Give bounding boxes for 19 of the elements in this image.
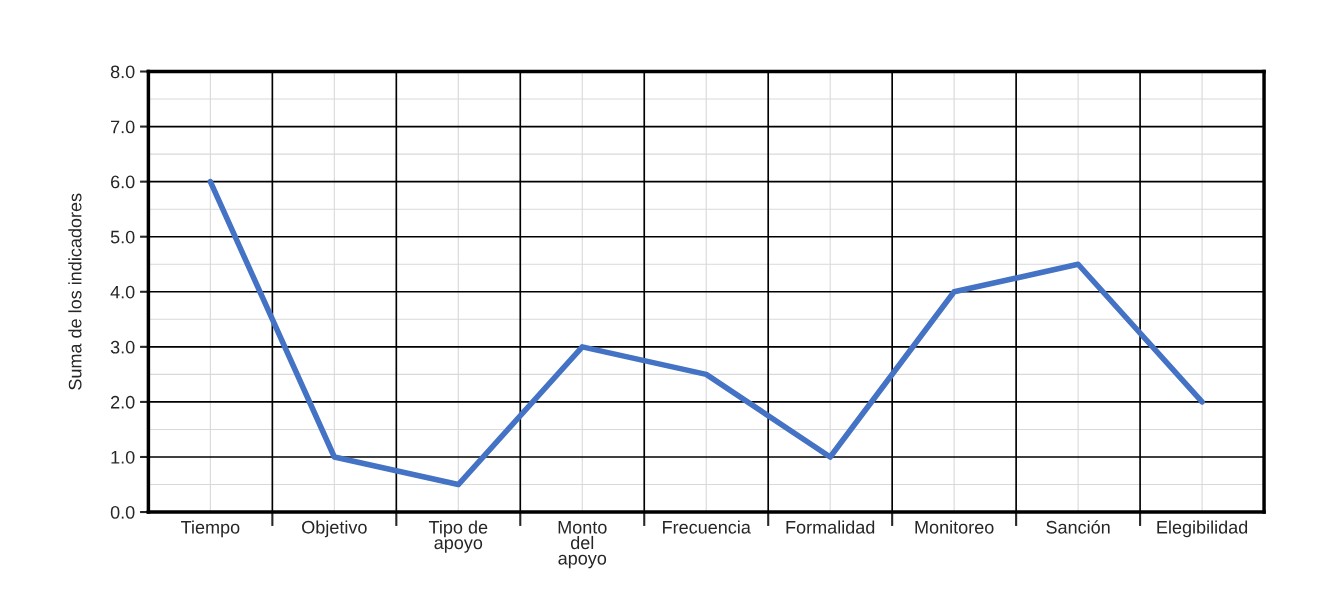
y-tick-label: 6.0 (111, 175, 135, 189)
x-tick-label: Monitoreo (915, 520, 994, 534)
x-tick-label: Monto del apoyo (558, 521, 607, 569)
x-tick-label: Sanción (1046, 520, 1110, 534)
x-tick-label: Tipo de apoyo (428, 520, 488, 553)
y-tick-label: 3.0 (110, 340, 135, 354)
y-tick-label: 8.0 (110, 65, 135, 79)
x-tick-label: Elegibilidad (1157, 520, 1248, 538)
y-axis-title: Suma de los indicadores (68, 193, 82, 390)
y-tick-label: 7.0 (111, 120, 135, 134)
y-tick-label: 2.0 (111, 395, 135, 409)
y-tick-label: 1.0 (111, 450, 135, 464)
y-tick-label: 0.0 (110, 505, 135, 519)
x-tick-label: Tiempo (181, 520, 240, 538)
y-tick-label: 4.0 (110, 285, 135, 299)
x-tick-label: Frecuencia (663, 520, 751, 534)
x-tick-label: Objetivo (302, 520, 367, 538)
y-tick-label: 5.0 (110, 230, 135, 244)
x-tick-label: Formalidad (786, 520, 875, 534)
